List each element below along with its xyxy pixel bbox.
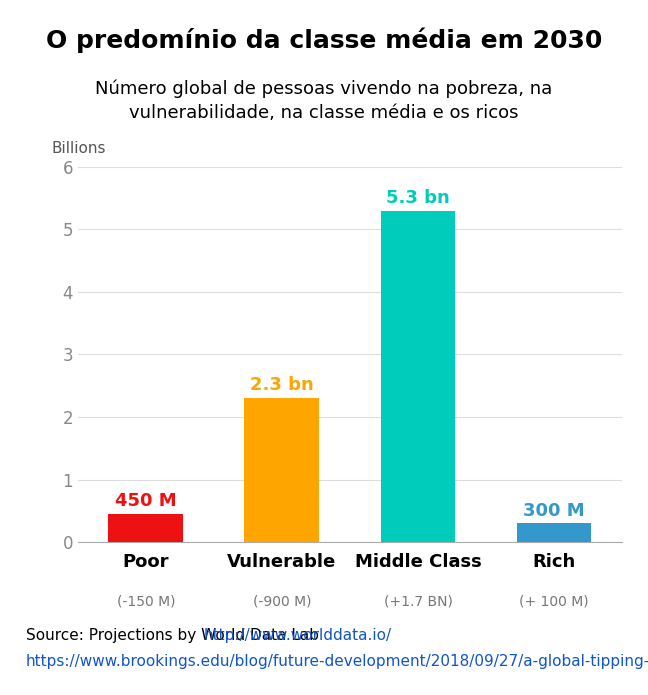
Text: Número global de pessoas vivendo na pobreza, na
vulnerabilidade, na classe média: Número global de pessoas vivendo na pobr… bbox=[95, 80, 553, 122]
Bar bbox=[516, 523, 592, 542]
Text: Billions: Billions bbox=[52, 141, 106, 156]
Text: 5.3 bn: 5.3 bn bbox=[386, 189, 450, 207]
Bar bbox=[244, 398, 319, 542]
Text: http://www.worlddata.io/: http://www.worlddata.io/ bbox=[203, 628, 391, 643]
Text: Source: Projections by World Data Lab: Source: Projections by World Data Lab bbox=[26, 628, 324, 643]
Text: https://www.brookings.edu/blog/future-development/2018/09/27/a-global-tipping-po: https://www.brookings.edu/blog/future-de… bbox=[26, 653, 648, 669]
Bar bbox=[380, 211, 456, 542]
Text: (+1.7 BN): (+1.7 BN) bbox=[384, 595, 452, 609]
Text: (+ 100 M): (+ 100 M) bbox=[519, 595, 589, 609]
Text: 2.3 bn: 2.3 bn bbox=[250, 377, 314, 395]
Text: 450 M: 450 M bbox=[115, 492, 177, 510]
Text: (-900 M): (-900 M) bbox=[253, 595, 311, 609]
Bar bbox=[108, 514, 183, 542]
Text: O predomínio da classe média em 2030: O predomínio da classe média em 2030 bbox=[46, 28, 602, 54]
Text: (-150 M): (-150 M) bbox=[117, 595, 175, 609]
Text: 300 M: 300 M bbox=[523, 502, 585, 520]
